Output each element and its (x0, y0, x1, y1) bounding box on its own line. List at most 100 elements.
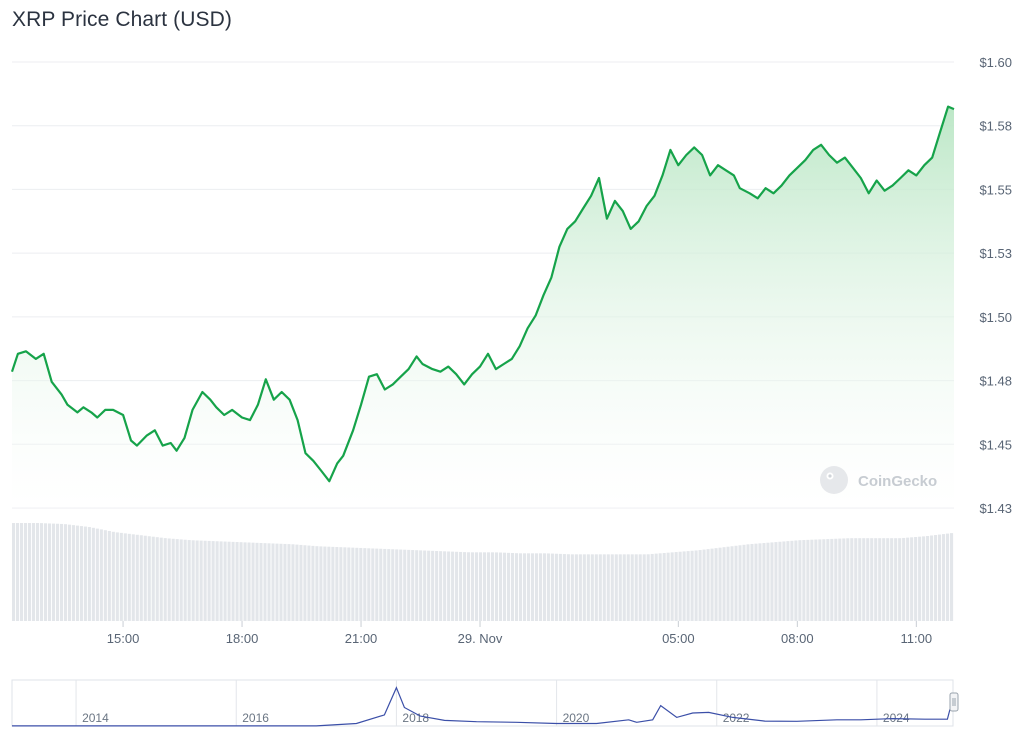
volume-bar (359, 547, 363, 621)
volume-bar (734, 545, 738, 621)
volume-bar (71, 525, 75, 621)
volume-bar (339, 547, 343, 621)
volume-bar (63, 524, 67, 621)
volume-bar (786, 541, 790, 621)
volume-bar (890, 538, 894, 621)
volume-bar (554, 553, 558, 621)
volume-bar (538, 553, 542, 621)
volume-bar (830, 538, 834, 621)
volume-bar (850, 538, 854, 621)
volume-bar (622, 554, 626, 621)
volume-bar (275, 543, 279, 621)
volume-bar (279, 543, 283, 621)
coingecko-logo-icon (820, 466, 848, 494)
volume-bar (159, 537, 163, 621)
volume-bar (882, 538, 886, 621)
volume-bar (199, 540, 203, 621)
navigator[interactable]: 2014 2016 2018 2020 2022 2024 (11, 679, 959, 727)
volume-bar (395, 549, 399, 621)
volume-bar (211, 541, 215, 621)
volume-bar (31, 523, 36, 621)
volume-bar (139, 535, 143, 621)
volume-bar (614, 554, 618, 621)
x-tick-label: 11:00 (901, 631, 933, 646)
volume-bar (790, 540, 794, 621)
volume-bar (586, 554, 590, 621)
volume-bar (634, 554, 638, 621)
volume-bar (766, 542, 770, 621)
volume-bar (419, 550, 423, 621)
navigator-handle[interactable] (949, 692, 959, 712)
volume-bar (251, 542, 255, 621)
volume-bar (922, 536, 926, 621)
volume-bar (926, 535, 930, 621)
volume-bar (271, 543, 275, 621)
volume-bar (399, 549, 403, 621)
volume-bar (514, 553, 519, 621)
volume-bar (822, 539, 826, 621)
volume-bar (151, 536, 155, 621)
volume-bar (754, 543, 758, 621)
volume-bar (518, 553, 523, 621)
volume-bar (355, 547, 359, 621)
volume-bar (770, 542, 774, 621)
volume-bar (506, 552, 511, 621)
volume-bar (894, 538, 898, 621)
price-line[interactable] (10, 105, 955, 483)
volume-bar (107, 531, 111, 621)
x-tick-label: 15:00 (107, 631, 140, 646)
volume-bar (12, 523, 16, 621)
volume-bar (439, 551, 443, 621)
volume-bar (55, 523, 59, 621)
volume-bar (375, 548, 379, 621)
volume-bar (59, 523, 63, 621)
volume-bar (435, 550, 439, 621)
navigator-line (12, 686, 952, 727)
volume-bar (323, 546, 327, 621)
volume-bar (610, 554, 614, 621)
volume-bar (762, 543, 766, 621)
volume-bar (191, 540, 195, 621)
volume-bar (103, 530, 107, 621)
volume-bar (878, 538, 882, 621)
volume-bar (207, 540, 211, 621)
volume-bar (51, 523, 56, 621)
volume-bar (902, 537, 906, 621)
volume-bar (814, 539, 818, 621)
volume-bar (750, 543, 754, 621)
volume-bar (574, 554, 578, 621)
volume-bar (295, 544, 299, 621)
volume-bar (914, 537, 918, 621)
y-tick-label: $1.48 (979, 374, 1012, 389)
volume-bar (263, 543, 267, 621)
coingecko-watermark: CoinGecko (820, 466, 937, 494)
volume-bar (522, 553, 527, 621)
volume-bar (427, 550, 431, 621)
volume-bar (87, 527, 91, 621)
volume-bar (838, 538, 842, 621)
volume-bar (862, 538, 866, 621)
y-tick-label: $1.55 (979, 182, 1012, 197)
volume-bar (463, 552, 467, 621)
volume-bar (934, 535, 938, 621)
volume-bar (247, 542, 251, 621)
volume-bar (299, 544, 303, 621)
chart-title: XRP Price Chart (USD) (12, 8, 232, 31)
volume-bar (706, 549, 710, 621)
volume-bar (874, 538, 878, 621)
volume-bar (778, 541, 782, 621)
volume-bar (510, 553, 515, 621)
volume-bar (411, 550, 415, 621)
volume-bar (886, 538, 890, 621)
y-tick-label: $1.58 (979, 119, 1012, 134)
volume-bar (618, 554, 622, 621)
volume-bar (942, 534, 946, 621)
volume-bar (938, 534, 942, 621)
x-tick-label: 21:00 (345, 631, 378, 646)
volume-bar (690, 550, 694, 621)
volume-bar (918, 536, 922, 621)
navigator-year-label: 2014 (82, 711, 109, 725)
volume-bar (219, 541, 223, 621)
volume-bar (27, 523, 32, 621)
